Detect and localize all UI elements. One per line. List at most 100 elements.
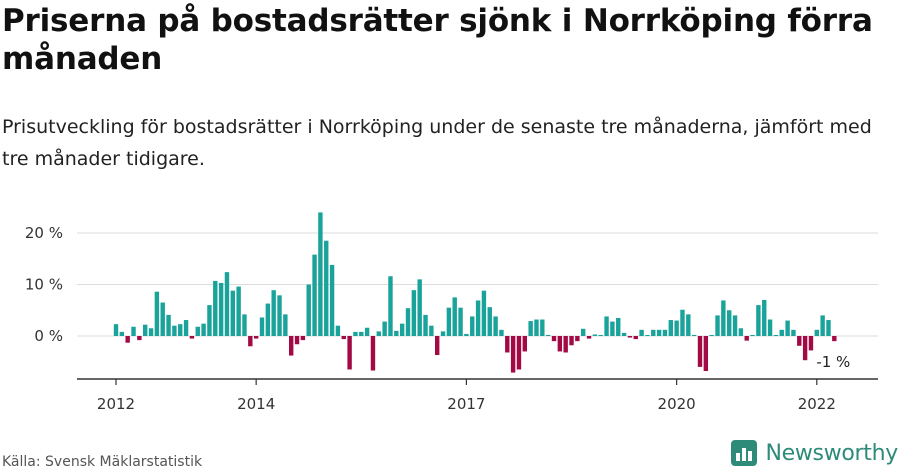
bar	[388, 276, 393, 336]
chart-title: Priserna på bostadsrätter sjönk i Norrkö…	[2, 3, 873, 77]
bar	[709, 334, 714, 336]
bar	[213, 280, 218, 336]
bar	[814, 329, 819, 336]
bar	[335, 325, 341, 336]
bar	[429, 325, 434, 336]
bar	[545, 334, 551, 336]
bar	[382, 321, 387, 336]
bar	[248, 336, 253, 347]
bar	[470, 316, 475, 336]
bar	[557, 336, 563, 352]
bar	[738, 328, 744, 336]
brand-name: Newsworthy	[765, 440, 898, 466]
bar	[172, 325, 177, 336]
chart-subtitle: Prisutveckling för bostadsrätter i Norrk…	[2, 116, 872, 170]
bar	[446, 307, 452, 336]
bar	[540, 319, 545, 336]
bar	[183, 320, 189, 336]
x-tick-label: 2017	[447, 395, 485, 413]
bar	[499, 329, 504, 336]
bar	[277, 295, 282, 336]
bar	[411, 290, 417, 336]
bar	[575, 336, 580, 342]
bar	[516, 336, 522, 370]
bar	[417, 279, 422, 336]
bar	[143, 324, 148, 336]
bar	[218, 282, 224, 336]
bar	[440, 331, 446, 336]
bar	[715, 315, 720, 336]
bar	[662, 329, 668, 336]
bar	[791, 329, 796, 336]
bar	[475, 300, 481, 336]
bar	[423, 314, 428, 336]
bar	[230, 290, 235, 336]
bar	[627, 336, 633, 338]
bar	[265, 303, 271, 336]
bar	[195, 326, 200, 336]
bar	[394, 330, 399, 336]
bar	[820, 315, 825, 336]
bar	[113, 324, 119, 336]
bar	[294, 336, 300, 345]
bar	[808, 336, 814, 351]
bar	[785, 320, 790, 336]
bar	[581, 328, 586, 336]
y-tick-label: 10 %	[25, 276, 63, 294]
bar	[487, 307, 492, 336]
bar	[125, 336, 130, 343]
bar	[201, 323, 206, 336]
bar	[148, 328, 154, 336]
bar	[604, 316, 609, 336]
bar	[691, 334, 697, 336]
bar	[259, 317, 265, 336]
bar	[697, 336, 703, 367]
bar	[324, 240, 329, 336]
bar	[253, 336, 259, 339]
bar	[779, 329, 784, 336]
bar	[703, 336, 709, 372]
bar	[481, 290, 487, 336]
x-tick-label: 2014	[237, 395, 275, 413]
bar	[353, 331, 358, 336]
bar	[370, 336, 376, 371]
bar	[207, 305, 212, 336]
bar	[656, 329, 662, 336]
x-axis	[77, 378, 878, 385]
bar	[189, 336, 195, 339]
bar	[534, 319, 539, 336]
bar	[359, 331, 364, 336]
x-tick-label: 2020	[658, 395, 696, 413]
bar	[160, 302, 165, 336]
bar	[283, 314, 288, 336]
bar	[271, 290, 276, 336]
tick-labels: 20 % 10 % 0 % 2012 2014 2017 2020 2022 -1 %	[25, 224, 850, 413]
bar	[750, 334, 755, 336]
bar	[592, 334, 598, 336]
bar	[586, 336, 592, 339]
bar	[633, 336, 638, 340]
bar	[405, 308, 411, 336]
bar	[773, 334, 779, 336]
bar	[686, 314, 691, 336]
bar	[435, 336, 440, 356]
bar	[797, 336, 802, 346]
bar	[510, 336, 516, 373]
brand[interactable]: Newsworthy	[731, 440, 898, 466]
bar	[289, 336, 294, 356]
bar	[452, 297, 457, 336]
bars	[113, 212, 837, 373]
bar	[376, 331, 381, 336]
bar	[616, 317, 621, 336]
bar	[306, 284, 311, 336]
bar	[621, 332, 627, 336]
bar	[154, 291, 160, 336]
bar	[645, 334, 650, 336]
source-note: Källa: Svensk Mäklarstatistik	[2, 454, 203, 470]
bar	[802, 336, 808, 361]
bar	[458, 307, 463, 336]
bar	[569, 336, 574, 346]
bar	[137, 336, 142, 341]
bar	[119, 331, 125, 336]
bar	[224, 272, 230, 336]
